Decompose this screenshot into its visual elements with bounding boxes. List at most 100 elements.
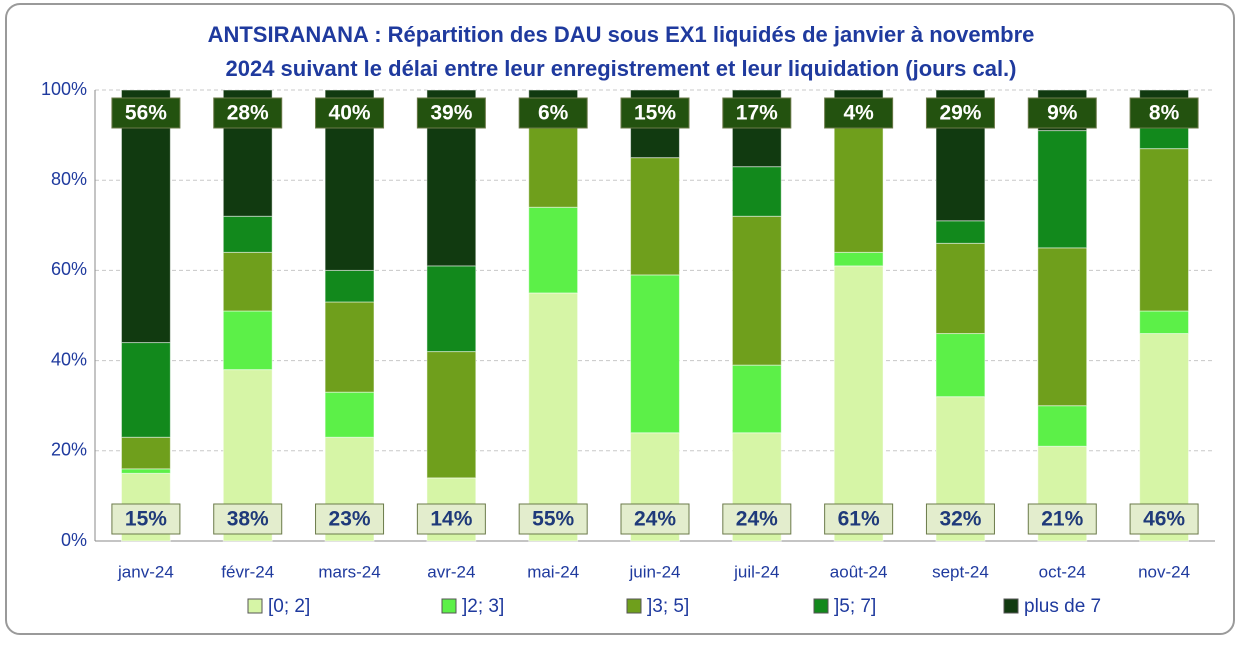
- bar-segment: [935, 220, 986, 244]
- value-label: 29%: [939, 102, 981, 125]
- legend-label: ]2; 3]: [462, 596, 504, 617]
- bar-segment: [935, 333, 986, 398]
- value-label-box: [315, 503, 385, 535]
- value-label: 23%: [329, 508, 371, 531]
- value-label: 61%: [838, 508, 880, 531]
- bar-segment: [120, 89, 171, 344]
- value-label-box: [315, 97, 385, 129]
- value-label-box: [416, 503, 486, 535]
- x-tick-label: oct-24: [1039, 562, 1086, 581]
- bar-segment: [324, 269, 375, 303]
- value-label-box: [416, 97, 486, 129]
- bar-segment: [528, 121, 579, 208]
- bar-segment: [528, 292, 579, 542]
- bar-segment: [426, 351, 477, 479]
- value-label-box: [1027, 503, 1097, 535]
- value-label-box: [722, 503, 792, 535]
- value-label: 15%: [634, 102, 676, 125]
- bar-segment: [120, 436, 171, 470]
- legend-swatch: [441, 598, 457, 614]
- value-label-box: [1129, 97, 1199, 129]
- x-tick-label: sept-24: [932, 562, 989, 581]
- bar-segment: [1139, 148, 1190, 312]
- bar-segment: [833, 251, 884, 267]
- x-tick-label: mai-24: [527, 562, 579, 581]
- legend-swatch: [247, 598, 263, 614]
- value-label-box: [518, 97, 588, 129]
- bar-segment: [222, 251, 273, 312]
- bar-segment: [833, 265, 884, 542]
- legend-swatch: [1003, 598, 1019, 614]
- legend-label: ]5; 7]: [834, 596, 876, 617]
- x-tick-label: juil-24: [733, 562, 779, 581]
- bar-segment: [833, 107, 884, 253]
- value-label: 4%: [843, 102, 874, 125]
- x-tick-label: avr-24: [427, 562, 475, 581]
- bar-segment: [731, 215, 782, 366]
- value-label-box: [925, 503, 995, 535]
- value-label: 9%: [1047, 102, 1078, 125]
- legend-label: [0; 2]: [268, 596, 310, 617]
- value-label-box: [925, 97, 995, 129]
- value-label: 14%: [430, 508, 472, 531]
- x-tick-label: févr-24: [221, 562, 274, 581]
- bar-segment: [528, 206, 579, 294]
- value-label: 32%: [939, 508, 981, 531]
- value-label-box: [1129, 503, 1199, 535]
- value-label-box: [213, 503, 283, 535]
- bar-segment: [1139, 125, 1190, 150]
- bar-segment: [731, 166, 782, 217]
- value-label-box: [1027, 97, 1097, 129]
- x-tick-label: juin-24: [628, 562, 680, 581]
- value-label-box: [722, 97, 792, 129]
- value-label-box: [824, 97, 894, 129]
- bar-segment: [222, 310, 273, 371]
- value-label: 15%: [125, 508, 167, 531]
- value-label: 55%: [532, 508, 574, 531]
- value-label: 8%: [1149, 102, 1180, 125]
- x-tick-label: mars-24: [318, 562, 380, 581]
- bar-segment: [120, 468, 171, 474]
- value-label-box: [620, 97, 690, 129]
- bar-segment: [1037, 247, 1088, 407]
- value-label: 24%: [736, 508, 778, 531]
- value-label: 6%: [538, 102, 569, 125]
- value-label: 24%: [634, 508, 676, 531]
- value-label: 56%: [125, 102, 167, 125]
- y-tick-label: 100%: [41, 79, 87, 99]
- x-tick-label: nov-24: [1138, 562, 1190, 581]
- chart-title: ANTSIRANANA : Répartition des DAU sous E…: [208, 22, 1035, 47]
- y-tick-label: 20%: [51, 440, 87, 460]
- value-label-box: [620, 503, 690, 535]
- bar-segment: [426, 265, 477, 353]
- bar-segment: [324, 301, 375, 393]
- value-label: 46%: [1143, 508, 1185, 531]
- value-label: 40%: [329, 102, 371, 125]
- bar-segment: [120, 342, 171, 438]
- legend-swatch: [626, 598, 642, 614]
- legend-label: ]3; 5]: [647, 596, 689, 617]
- bar-segment: [1037, 130, 1088, 249]
- y-tick-label: 80%: [51, 169, 87, 189]
- bar-segment: [1037, 405, 1088, 447]
- bar-segment: [324, 391, 375, 438]
- bar-segment: [935, 242, 986, 335]
- value-label-box: [111, 97, 181, 129]
- bar-segment: [731, 364, 782, 434]
- bar-segment: [630, 157, 680, 276]
- legend-label: plus de 7: [1024, 596, 1101, 617]
- value-label: 17%: [736, 102, 778, 125]
- value-label-box: [518, 503, 588, 535]
- y-tick-label: 40%: [51, 349, 87, 369]
- bar-segment: [630, 274, 680, 434]
- y-tick-label: 60%: [51, 259, 87, 279]
- value-label: 38%: [227, 508, 269, 531]
- value-label-box: [111, 503, 181, 535]
- y-tick-label: 0%: [61, 530, 87, 550]
- value-label: 21%: [1041, 508, 1083, 531]
- x-tick-label: août-24: [830, 562, 888, 581]
- value-label: 28%: [227, 102, 269, 125]
- frame: [5, 3, 1235, 635]
- legend-swatch: [813, 598, 829, 614]
